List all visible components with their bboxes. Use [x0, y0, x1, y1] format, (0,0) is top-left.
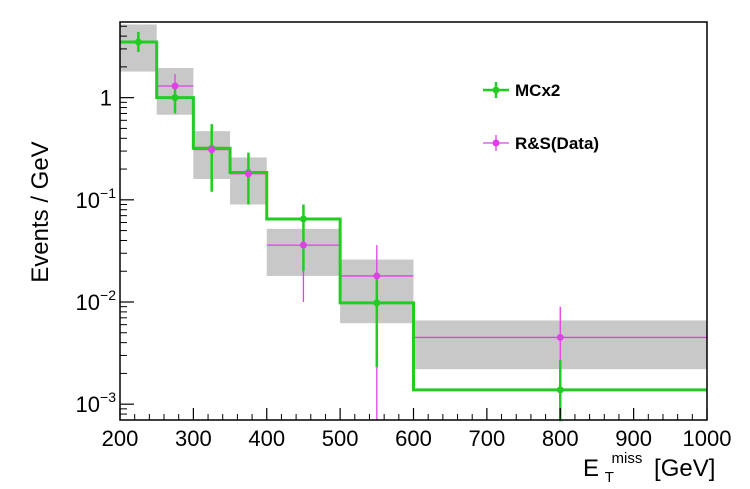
- y-tick-label: 10−2: [76, 287, 117, 315]
- rs-data-point: [556, 333, 564, 341]
- rs-data-point: [244, 170, 252, 178]
- legend-label: R&S(Data): [515, 134, 599, 153]
- legend-marker: [492, 86, 500, 94]
- x-tick-label: 400: [248, 426, 285, 451]
- data-series-group: [120, 31, 707, 422]
- x-tick-label: 700: [469, 426, 506, 451]
- y-tick-label: 1: [100, 86, 112, 111]
- mc-point: [134, 38, 142, 46]
- legend-label: MCx2: [515, 81, 560, 100]
- legend-marker: [492, 139, 500, 147]
- x-tick-label: 200: [102, 426, 139, 451]
- mc-point: [373, 299, 381, 307]
- mc-point: [299, 215, 307, 223]
- x-axis-title: E T miss [GeV]: [583, 442, 715, 488]
- x-axis-title-symbol: E: [583, 455, 599, 482]
- y-tick-label: 10−1: [76, 185, 117, 213]
- axis-ticks-group: 200 300 400 500 600 700 800 900 1000 1 10−1 10−2 10−…: [76, 25, 732, 451]
- mc-point: [556, 386, 564, 394]
- rs-data-point: [373, 272, 381, 280]
- x-axis-title-unit: [GeV]: [654, 455, 715, 482]
- y-tick-label: 10−3: [76, 389, 117, 417]
- x-tick-label: 300: [175, 426, 212, 451]
- x-tick-label: 800: [542, 426, 579, 451]
- x-axis-title-sub: T: [605, 469, 614, 486]
- y-axis-title: Events / GeV: [27, 141, 54, 282]
- x-tick-label: 1000: [683, 426, 732, 451]
- legend: MCx2 R&S(Data): [483, 81, 599, 153]
- x-tick-label: 600: [395, 426, 432, 451]
- legend-entry-mcx2: MCx2: [483, 81, 560, 100]
- x-axis-title-sup: miss: [612, 450, 643, 467]
- rs-data-point: [171, 82, 179, 90]
- rs-data-point: [208, 146, 216, 154]
- mc-point: [171, 94, 179, 102]
- legend-entry-rs-data: R&S(Data): [483, 134, 599, 153]
- rs-data-point: [299, 241, 307, 249]
- x-tick-label: 500: [322, 426, 359, 451]
- x-tick-label: 900: [615, 426, 652, 451]
